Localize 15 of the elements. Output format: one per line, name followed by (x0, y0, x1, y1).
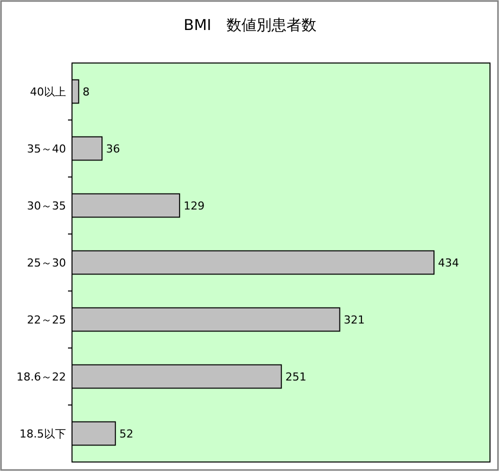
chart-title: BMI 数値別患者数 (184, 16, 316, 34)
y-tick-label: 25～30 (27, 256, 66, 270)
y-tick-label: 30～35 (27, 200, 66, 212)
data-label: 321 (344, 314, 365, 326)
data-label: 8 (82, 86, 90, 98)
data-label: 52 (119, 428, 134, 440)
y-tick-label: 22～25 (27, 314, 66, 326)
data-label: 434 (438, 256, 459, 270)
data-label: 251 (285, 370, 306, 384)
data-label: 129 (184, 200, 205, 212)
y-tick-label: 18.5以下 (20, 428, 66, 440)
y-tick-label: 35～40 (27, 142, 66, 156)
y-tick-label: 18.6～22 (16, 370, 66, 384)
y-tick-label: 40以上 (30, 86, 66, 98)
data-label: 36 (106, 142, 120, 156)
